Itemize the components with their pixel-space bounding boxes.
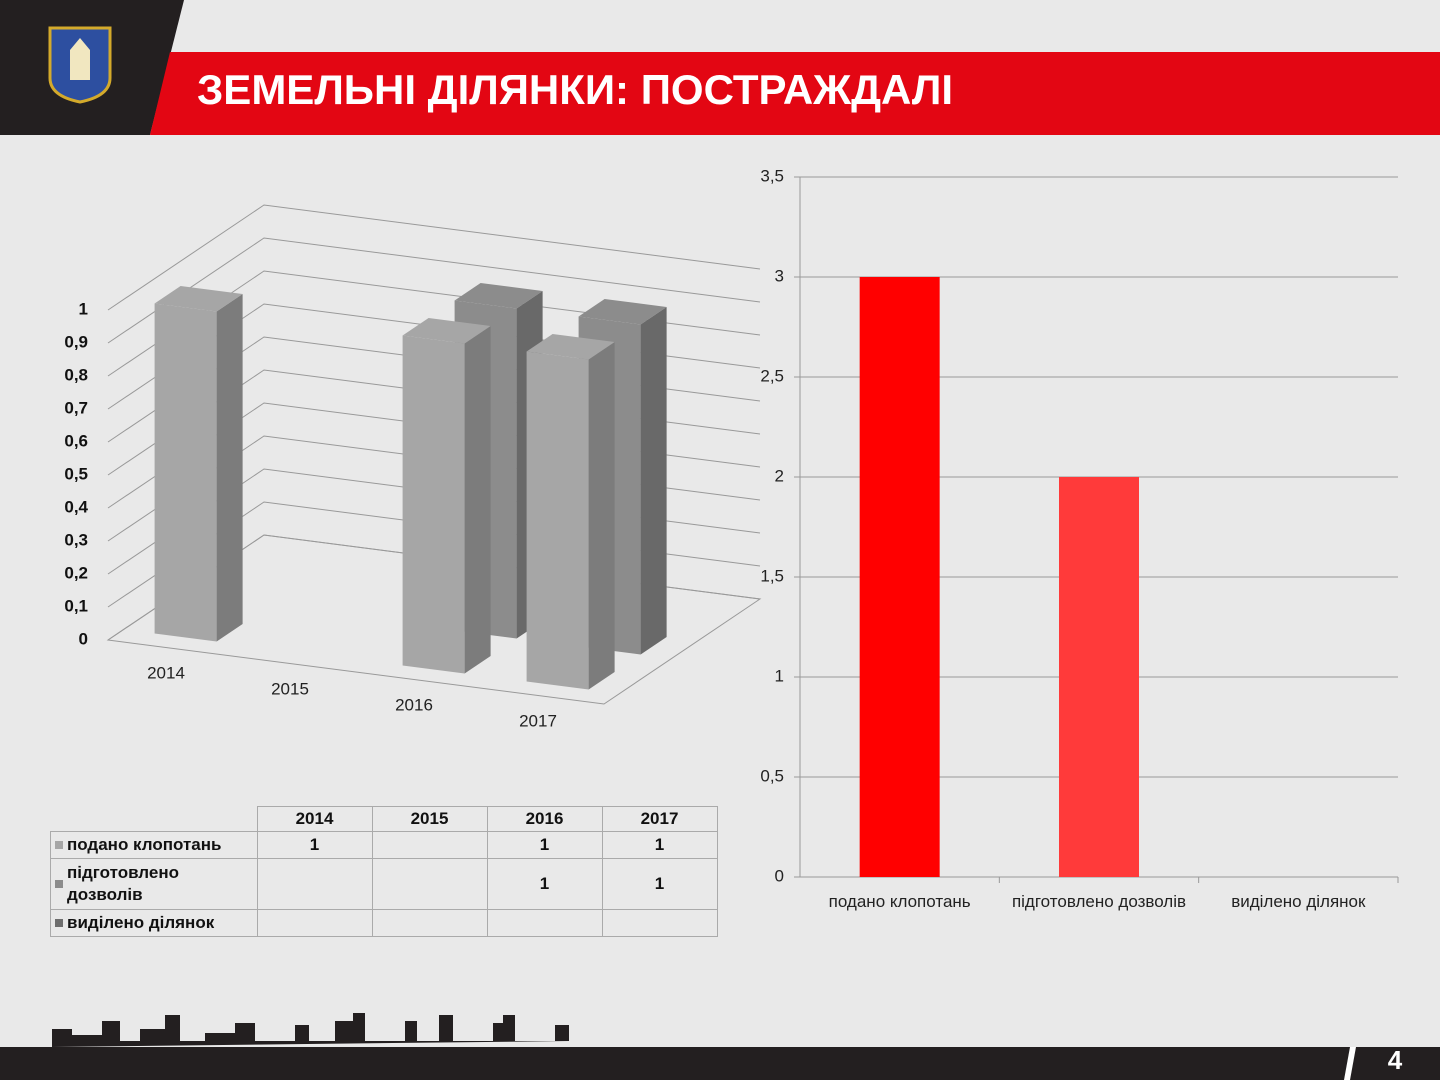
table-cell: 1 [486,858,603,910]
table-row-header: виділено ділянок [50,909,258,937]
table-header: 2017 [601,806,718,832]
y-tick-label: 0,3 [64,530,88,549]
table-header-row: 2014 2015 2016 2017 [51,806,718,832]
table-row: виділено ділянок [50,909,718,937]
bar-shade [216,294,243,642]
header-band [150,52,1440,135]
table-cell [371,831,488,859]
skyline [52,1013,569,1047]
table-row: подано клопотань 1 1 1 [50,831,718,859]
table-cell: 1 [601,858,718,910]
bar [154,286,243,642]
y-tick-label: 2,5 [760,366,784,385]
y-tick-label: 3 [775,266,784,285]
x-tick-label: виділено ділянок [1231,892,1366,911]
grid-line [107,204,761,311]
x-tick-label: 2016 [395,695,433,714]
x-tick-label: подано клопотань [828,892,971,911]
legend-key [55,880,63,888]
table-cell: 1 [486,831,603,859]
bar-top [154,286,243,312]
table-corner [51,807,258,832]
y-tick-label: 1 [79,299,88,318]
slide-title: ЗЕМЕЛЬНІ ДІЛЯНКИ: ПОСТРАЖДАЛІ [197,66,953,113]
table-header: 2015 [371,806,488,832]
table-header: 2014 [256,806,373,832]
y-tick-label: 0,9 [64,332,88,351]
bar-side [464,326,491,674]
data-table: 2014 2015 2016 2017 подано клопотань 1 1 1 підго… [50,806,718,937]
table-cell [256,909,373,937]
bar-top [402,318,491,344]
y-tick-label: 0 [775,866,784,885]
y-tick-label: 2 [775,466,784,485]
y-tick-label: 0,8 [64,365,88,384]
table-header: 2016 [486,806,603,832]
y-tick-label: 1,5 [760,566,784,585]
bar-shade [640,307,667,655]
bar-front [526,351,589,690]
table-row-header: підготовлено дозволів [50,858,258,910]
y-tick-label: 0,1 [64,596,88,615]
bar-shade [464,326,491,674]
bar [526,334,615,690]
x-tick-label: 2015 [271,679,309,698]
table-cell: 1 [256,831,373,859]
x-tick-label: підготовлено дозволів [1011,892,1187,911]
y-tick-label: 0,5 [64,464,88,483]
legend-label: подано клопотань [67,835,222,854]
y-tick-label: 0,5 [760,766,784,785]
bar [859,277,940,877]
legend-key [55,841,63,849]
table-row-header: подано клопотань [50,831,258,859]
bar-top [454,283,543,309]
bar [402,318,491,674]
legend-key [55,919,63,927]
bar [1059,477,1139,877]
y-tick-label: 0,4 [64,497,88,516]
y-tick-label: 0,2 [64,563,88,582]
bar-shade [588,342,615,690]
coat-figure [70,38,90,80]
bar-top [526,334,615,360]
x-tick-label: 2017 [519,711,557,730]
y-tick-label: 0 [79,629,88,648]
table-cell [371,909,488,937]
table-cell: 1 [601,831,718,859]
bar-top [578,299,667,325]
bar-front [154,303,217,642]
bar-side [640,307,667,655]
y-tick-label: 3,5 [760,166,784,185]
y-tick-label: 0,7 [64,398,88,417]
page-slash [1344,1047,1356,1080]
table-cell [486,909,603,937]
table-row: підготовлено дозволів 1 1 [50,858,718,910]
footer-band [0,1047,1440,1080]
x-tick-label: 2014 [147,663,185,682]
y-tick-label: 1 [775,666,784,685]
table-cell [256,858,373,910]
bar-front [402,335,465,674]
bar-side [216,294,243,642]
table-cell [371,858,488,910]
table-cell [601,909,718,937]
page-number: 4 [1388,1045,1403,1075]
y-tick-label: 0,6 [64,431,88,450]
legend-label: підготовлено дозволів [67,863,179,904]
legend-label: виділено ділянок [67,913,215,932]
bar-side [588,342,615,690]
